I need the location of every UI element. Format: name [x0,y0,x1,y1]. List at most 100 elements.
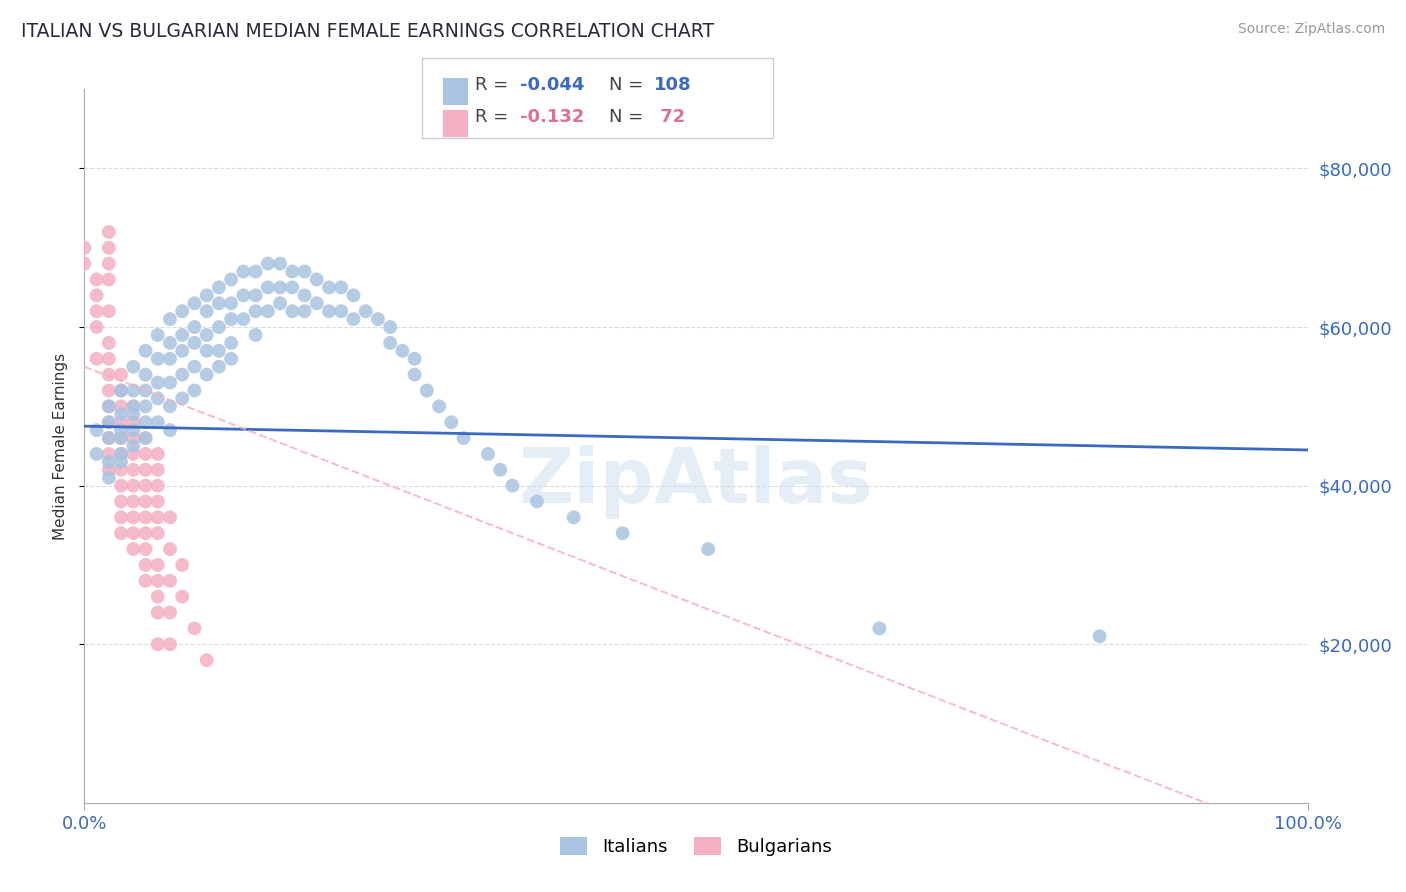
Point [146,558,169,572]
Point [146,463,169,477]
Point [416,384,439,398]
Point [269,296,291,310]
Point [318,280,340,294]
Point [122,407,145,421]
Point [146,606,169,620]
Point [404,351,426,366]
Point [110,431,132,445]
Point [440,415,463,429]
Point [135,431,157,445]
Point [245,264,267,278]
Point [281,280,304,294]
Point [281,304,304,318]
Point [257,257,280,271]
Point [122,463,145,477]
Point [146,494,169,508]
Text: R =: R = [475,109,520,127]
Point [135,478,157,492]
Point [122,439,145,453]
Point [110,526,132,541]
Point [86,304,108,318]
Point [562,510,585,524]
Point [110,478,132,492]
Point [232,264,254,278]
Point [135,558,157,572]
Point [135,384,157,398]
Point [73,257,96,271]
Point [146,376,169,390]
Point [195,328,218,343]
Point [367,312,389,326]
Point [159,312,181,326]
Point [86,447,108,461]
Point [159,376,181,390]
Point [159,637,181,651]
Point [208,343,231,358]
Point [97,431,120,445]
Point [97,257,120,271]
Point [97,351,120,366]
Point [146,478,169,492]
Point [122,384,145,398]
Point [257,280,280,294]
Point [73,241,96,255]
Point [219,335,242,350]
Point [159,351,181,366]
Point [135,343,157,358]
Point [97,225,120,239]
Point [697,542,720,557]
Point [122,423,145,437]
Point [122,400,145,414]
Point [159,510,181,524]
Point [122,431,145,445]
Point [97,400,120,414]
Point [172,304,194,318]
Point [330,304,353,318]
Point [97,304,120,318]
Point [305,296,328,310]
Point [86,320,108,334]
Point [195,343,218,358]
Point [245,304,267,318]
Point [97,335,120,350]
Point [122,400,145,414]
Point [219,312,242,326]
Point [195,304,218,318]
Point [110,384,132,398]
Point [97,241,120,255]
Text: R =: R = [475,77,515,95]
Point [122,359,145,374]
Point [110,494,132,508]
Point [97,415,120,429]
Point [219,351,242,366]
Point [172,368,194,382]
Point [294,264,316,278]
Point [183,296,205,310]
Point [183,359,205,374]
Point [219,296,242,310]
Legend: Italians, Bulgarians: Italians, Bulgarians [551,828,841,865]
Point [318,304,340,318]
Text: 72: 72 [654,109,685,127]
Point [183,384,205,398]
Point [110,510,132,524]
Point [380,320,402,334]
Point [208,359,231,374]
Text: ZipAtlas: ZipAtlas [519,445,873,518]
Text: 108: 108 [654,77,692,95]
Point [172,328,194,343]
Point [135,415,157,429]
Point [453,431,475,445]
Point [110,368,132,382]
Point [294,288,316,302]
Point [1088,629,1111,643]
Point [159,606,181,620]
Point [245,328,267,343]
Point [135,400,157,414]
Point [146,415,169,429]
Point [219,272,242,286]
Point [159,542,181,557]
Point [183,320,205,334]
Point [110,463,132,477]
Point [404,368,426,382]
